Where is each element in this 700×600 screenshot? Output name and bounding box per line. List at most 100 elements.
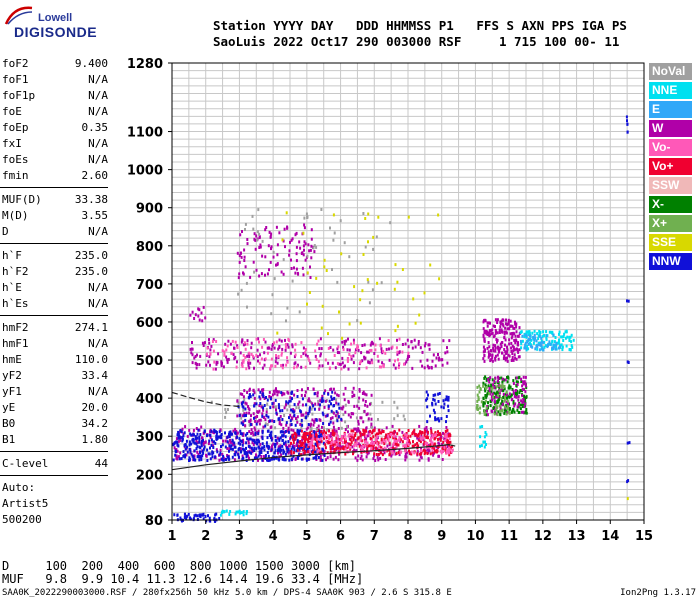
echo-point: [240, 450, 242, 454]
distance-row: D 100 200 400 600 800 1000 1500 3000 [km…: [2, 559, 357, 573]
echo-point: [514, 392, 517, 395]
echo-point: [503, 348, 506, 351]
echo-point: [271, 444, 273, 448]
echo-point: [226, 358, 229, 362]
echo-point: [185, 439, 188, 443]
echo-point: [248, 366, 251, 370]
echo-point: [267, 454, 270, 458]
echo-point: [325, 269, 328, 272]
echo-point: [178, 436, 181, 440]
echo-point: [255, 268, 258, 272]
echo-point: [310, 439, 313, 443]
echo-point: [273, 346, 276, 350]
echo-point: [180, 457, 183, 461]
echo-point: [226, 440, 229, 444]
echo-point: [479, 435, 482, 439]
echo-point: [323, 429, 326, 433]
echo-point: [285, 363, 288, 367]
autoscale-note: 500200: [2, 513, 42, 526]
echo-point: [360, 351, 363, 355]
param-value: 33.38: [74, 193, 108, 206]
echo-point: [261, 442, 264, 446]
echo-point: [515, 376, 518, 380]
echo-point: [397, 438, 400, 442]
echo-point: [188, 447, 191, 451]
echo-point: [491, 353, 494, 357]
echo-point: [376, 281, 379, 285]
echo-point: [257, 438, 260, 442]
echo-point: [202, 305, 205, 309]
echo-point: [435, 445, 438, 449]
echo-point: [491, 386, 494, 390]
y-tick-label: 500: [136, 354, 163, 369]
echo-point: [518, 326, 521, 330]
echo-point: [269, 458, 272, 462]
param-label: fmin: [2, 169, 29, 182]
echo-point: [367, 444, 370, 448]
echo-point: [285, 403, 287, 407]
echo-point: [396, 350, 399, 354]
echo-point: [395, 437, 397, 441]
echo-point: [477, 398, 480, 402]
echo-point: [277, 417, 280, 421]
echo-point: [564, 336, 567, 340]
echo-point: [241, 338, 244, 342]
echo-point: [353, 285, 356, 289]
echo-point: [514, 320, 516, 324]
echo-point: [518, 375, 521, 379]
echo-point: [316, 437, 319, 441]
echo-point: [181, 439, 184, 443]
echo-point: [221, 361, 223, 365]
echo-point: [394, 452, 397, 456]
echo-point: [315, 439, 318, 443]
extrapolated-profile: [171, 391, 240, 408]
echo-point: [484, 431, 487, 434]
echo-point: [253, 440, 256, 444]
echo-point: [491, 328, 494, 332]
echo-point: [258, 409, 261, 413]
echo-point: [498, 328, 501, 332]
echo-point: [208, 341, 211, 345]
echo-point: [294, 353, 297, 357]
echo-point: [342, 413, 345, 417]
echo-point: [519, 403, 522, 407]
echo-point: [293, 447, 296, 451]
echo-point: [375, 453, 378, 456]
echo-point: [402, 434, 405, 438]
echo-point: [244, 222, 247, 226]
echo-point: [435, 356, 438, 360]
echo-point: [310, 434, 313, 438]
echo-point: [295, 365, 298, 369]
echo-point: [310, 228, 313, 232]
echo-point: [346, 360, 349, 363]
echo-point: [289, 351, 292, 355]
echo-point: [339, 219, 342, 223]
echo-point: [558, 343, 561, 347]
echo-point: [227, 457, 230, 461]
echo-point: [294, 423, 297, 427]
echo-point: [233, 346, 235, 350]
echo-point: [252, 356, 255, 360]
echo-point: [296, 433, 299, 437]
param-row: yF1 N/A: [2, 385, 108, 399]
echo-point: [198, 308, 201, 312]
echo-point: [494, 318, 497, 322]
echo-point: [244, 355, 247, 359]
echo-point: [353, 444, 355, 448]
echo-point: [416, 434, 419, 438]
echo-point: [485, 395, 488, 399]
echo-point: [493, 406, 495, 410]
echo-point: [362, 444, 364, 448]
echo-point: [551, 330, 554, 334]
echo-point: [336, 347, 339, 351]
echo-point: [176, 449, 179, 453]
echo-point: [282, 451, 285, 455]
echo-point: [236, 399, 239, 403]
echo-point: [506, 405, 509, 409]
echo-point: [512, 401, 515, 405]
echo-point: [282, 239, 285, 243]
echo-point: [221, 349, 224, 353]
echo-point: [336, 351, 339, 354]
echo-point: [215, 360, 218, 364]
echo-point: [326, 414, 329, 418]
